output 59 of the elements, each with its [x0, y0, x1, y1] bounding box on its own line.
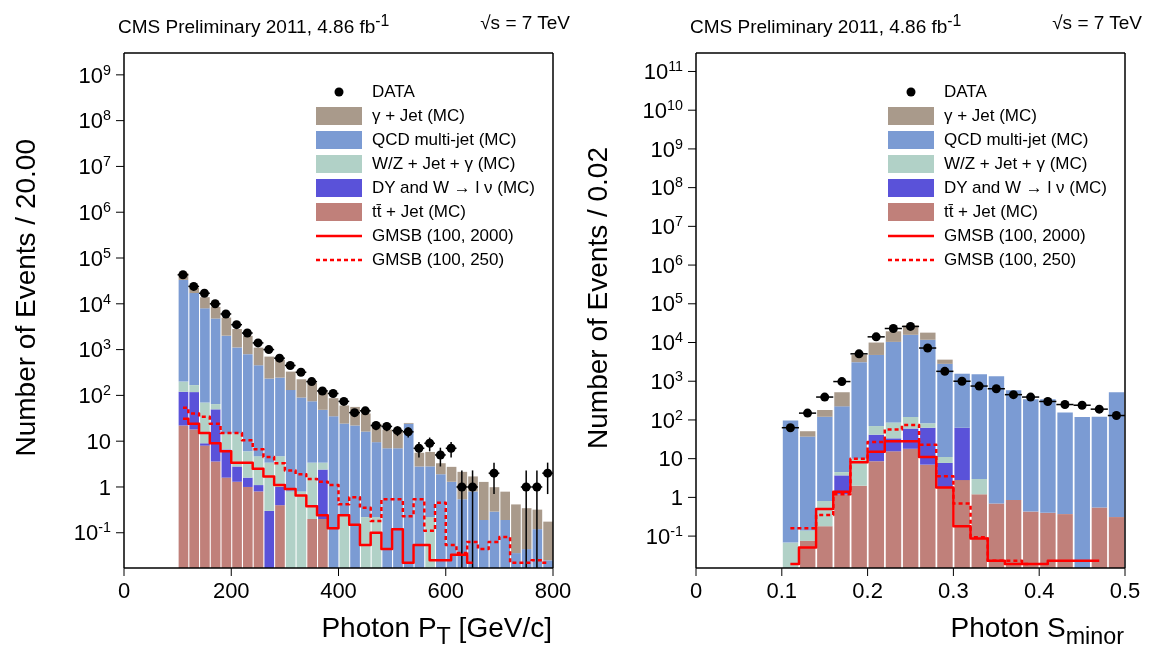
- y-axis-title: Number of Events / 20.00: [10, 139, 41, 457]
- y-tick-label: 10$^{2}$: [78, 382, 112, 409]
- legend-label: W/Z + Jet + γ (MC): [943, 154, 1088, 174]
- legend-label: tt̄ + Jet (MC): [371, 202, 466, 222]
- y-tick-label: 1: [670, 485, 683, 511]
- x-axis-title: Photon S$_{minor}$: [950, 612, 1124, 649]
- chart-title: CMS Preliminary 2011, 4.86 fb$^{-1}$: [118, 12, 390, 39]
- y-tick-label: 10$^{4}$: [78, 290, 112, 317]
- x-tick-label: 0.5: [1109, 577, 1141, 603]
- y-tick-label: 10: [86, 428, 111, 454]
- legend-label: DATA: [371, 82, 415, 102]
- y-tick-label: 10$^{7}$: [78, 153, 112, 180]
- legend-label: QCD multi-jet (MC): [371, 130, 517, 150]
- x-tick-label: 0: [117, 577, 131, 603]
- y-tick-label: 10$^{5}$: [78, 244, 112, 271]
- legend-label: DY and W → l ν (MC): [371, 178, 535, 198]
- y-tick-label: 10$^{8}$: [650, 174, 684, 201]
- y-tick-label: 10$^{8}$: [78, 107, 112, 134]
- y-tick-label: 10$^{7}$: [650, 213, 684, 240]
- legend-label: DATA: [943, 82, 987, 102]
- y-tick-label: 10$^{-1}$: [73, 519, 112, 546]
- legend-label: γ + Jet (MC): [943, 106, 1037, 126]
- y-tick-label: 10$^{3}$: [78, 336, 112, 363]
- y-tick-label: 10$^{2}$: [650, 406, 684, 433]
- y-tick-label: 10$^{3}$: [650, 367, 684, 394]
- chart-subtitle: √s = 7 TeV: [1052, 12, 1142, 35]
- legend-label: GMSB (100, 2000): [943, 226, 1086, 246]
- y-tick-label: 10$^{6}$: [650, 251, 684, 278]
- legend-label: γ + Jet (MC): [371, 106, 465, 126]
- chart-title: CMS Preliminary 2011, 4.86 fb$^{-1}$: [690, 12, 962, 39]
- x-tick-label: 0: [689, 577, 703, 603]
- y-tick-label: 10$^{10}$: [642, 96, 684, 123]
- x-tick-label: 800: [534, 577, 572, 603]
- legend-label: DY and W → l ν (MC): [943, 178, 1107, 198]
- y-tick-label: 10$^{4}$: [650, 329, 684, 356]
- legend-label: GMSB (100, 250): [371, 250, 505, 270]
- legend-label: tt̄ + Jet (MC): [943, 202, 1038, 222]
- legend-label: GMSB (100, 2000): [371, 226, 514, 246]
- y-axis-title: Number of Events / 0.02: [582, 147, 613, 449]
- legend-label: W/Z + Jet + γ (MC): [371, 154, 516, 174]
- y-tick-label: 10: [658, 446, 683, 472]
- x-tick-label: 0.3: [938, 577, 969, 603]
- y-tick-label: 10$^{9}$: [78, 61, 112, 88]
- x-tick-label: 200: [212, 577, 250, 603]
- y-tick-label: 10$^{-1}$: [645, 522, 684, 549]
- x-tick-label: 0.2: [852, 577, 883, 603]
- legend-label: QCD multi-jet (MC): [943, 130, 1089, 150]
- y-tick-label: 10$^{11}$: [643, 58, 684, 85]
- legend-label: GMSB (100, 250): [943, 250, 1077, 270]
- x-tick-label: 0.4: [1023, 577, 1055, 603]
- x-axis-title: Photon P$_{T}$ [GeV/c]: [321, 612, 552, 649]
- chart-subtitle: √s = 7 TeV: [480, 12, 570, 35]
- y-tick-label: 10$^{5}$: [650, 290, 684, 317]
- x-tick-label: 0.1: [766, 577, 798, 603]
- y-tick-label: 10$^{9}$: [650, 135, 684, 162]
- x-tick-label: 400: [320, 577, 357, 603]
- y-tick-label: 10$^{6}$: [78, 198, 112, 225]
- x-tick-label: 600: [427, 577, 465, 603]
- y-tick-label: 1: [98, 474, 111, 500]
